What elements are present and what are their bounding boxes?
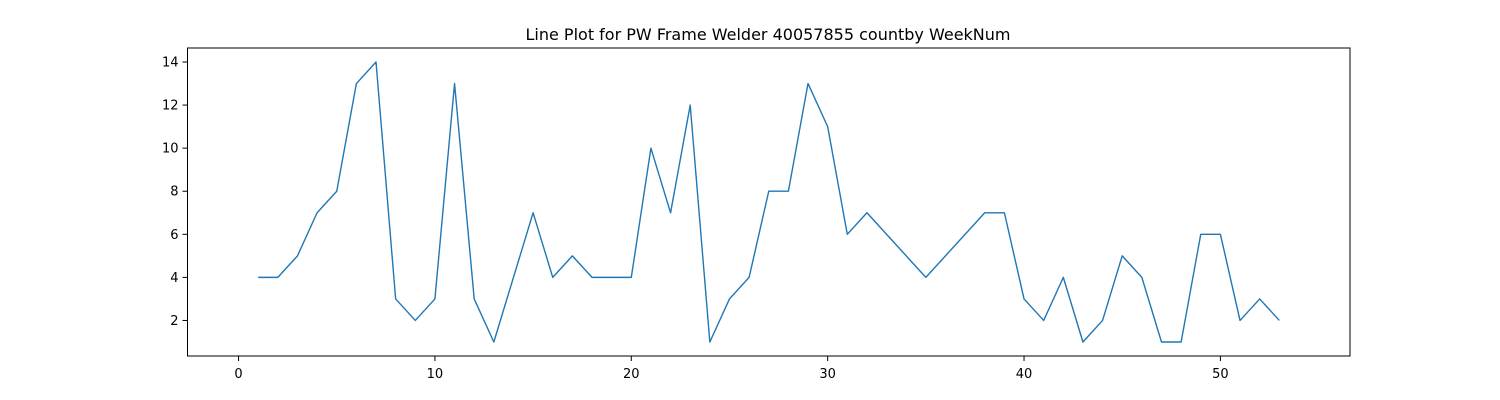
x-tick-label: 30 xyxy=(819,367,836,382)
y-tick-label: 8 xyxy=(170,185,178,200)
x-tick-label: 20 xyxy=(623,367,640,382)
y-tick-label: 6 xyxy=(170,228,178,243)
x-tick-label: 40 xyxy=(1016,367,1033,382)
x-tick-label: 10 xyxy=(427,367,444,382)
chart-title: Line Plot for PW Frame Welder 40057855 c… xyxy=(526,25,1011,44)
y-axis: 2 4 6 8 10 12 14 xyxy=(162,56,188,329)
series-line xyxy=(258,61,1280,343)
x-tick-label: 50 xyxy=(1212,367,1229,382)
x-axis: 0 10 20 30 40 50 xyxy=(234,356,1229,382)
x-tick-label: 0 xyxy=(234,367,242,382)
y-tick-label: 14 xyxy=(162,56,179,71)
plot-area-frame xyxy=(187,47,1351,357)
y-tick-label: 12 xyxy=(162,99,179,114)
series-layer xyxy=(258,61,1280,343)
y-tick-label: 10 xyxy=(162,142,179,157)
y-tick-label: 4 xyxy=(170,271,178,286)
y-tick-label: 2 xyxy=(170,314,178,329)
